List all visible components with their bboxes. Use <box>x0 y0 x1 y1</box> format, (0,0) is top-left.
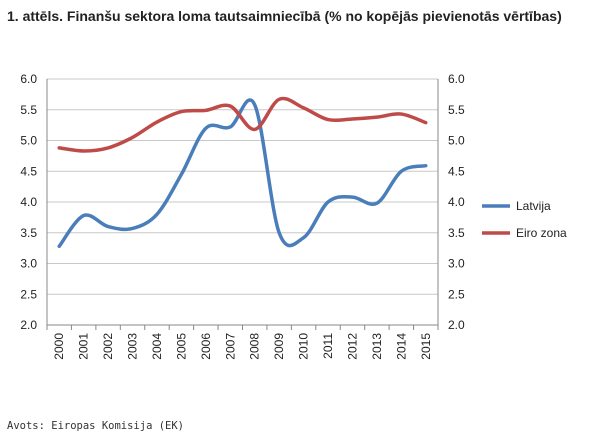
y2-tick-label: 2.5 <box>448 287 465 301</box>
y-tick-label: 5.0 <box>20 134 37 148</box>
y-tick-label: 5.5 <box>20 103 37 117</box>
y-tick-label: 2.0 <box>20 318 37 332</box>
x-tick-label: 2001 <box>77 333 91 360</box>
x-tick-label: 2008 <box>248 333 262 360</box>
legend-label: Latvija <box>516 199 551 213</box>
y-tick-label: 3.5 <box>20 226 37 240</box>
series-lines <box>57 96 428 249</box>
x-tick-label: 2005 <box>174 333 188 360</box>
x-tick-label: 2012 <box>345 333 359 360</box>
y-tick-label: 2.5 <box>20 287 37 301</box>
x-tick-label: 2002 <box>101 333 115 360</box>
x-tick-label: 2010 <box>297 333 311 360</box>
y2-tick-label: 5.0 <box>448 134 465 148</box>
axes: 2.0 2.0 2.5 2.5 3.0 3.0 3.5 3.5 4.0 4.0 4.5 4.5 5.0 5… <box>20 72 465 360</box>
y2-tick-label: 4.5 <box>448 164 465 178</box>
legend: Latvija Eiro zona <box>482 199 567 240</box>
x-tick-label: 2000 <box>52 333 66 360</box>
x-tick-label: 2014 <box>394 333 408 360</box>
y2-tick-label: 2.0 <box>448 318 465 332</box>
series-line-latvija <box>57 98 428 249</box>
y2-tick-label: 6.0 <box>448 72 465 86</box>
y-tick-label: 3.0 <box>20 257 37 271</box>
y-tick-label: 6.0 <box>20 72 37 86</box>
x-tick-label: 2009 <box>272 333 286 360</box>
x-tick-label: 2007 <box>223 333 237 360</box>
source-note: Avots: Eiropas Komisija (EK) <box>7 420 185 432</box>
x-tick-label: 2004 <box>150 333 164 360</box>
y2-tick-label: 4.0 <box>448 195 465 209</box>
y-tick-label: 4.5 <box>20 164 37 178</box>
x-tick-label: 2015 <box>419 333 433 360</box>
y2-tick-label: 3.5 <box>448 226 465 240</box>
x-tick-label: 2011 <box>321 333 335 359</box>
x-tick-label: 2003 <box>126 333 140 360</box>
series-line-eiro-zona <box>57 96 428 153</box>
y-tick-label: 4.0 <box>20 195 37 209</box>
y2-tick-label: 5.5 <box>448 103 465 117</box>
chart-title: 1. attēls. Finanšu sektora loma tautsaim… <box>7 8 562 24</box>
x-tick-label: 2006 <box>199 333 213 360</box>
x-tick-label: 2013 <box>370 333 384 360</box>
y2-tick-label: 3.0 <box>448 257 465 271</box>
legend-label: Eiro zona <box>516 226 567 240</box>
